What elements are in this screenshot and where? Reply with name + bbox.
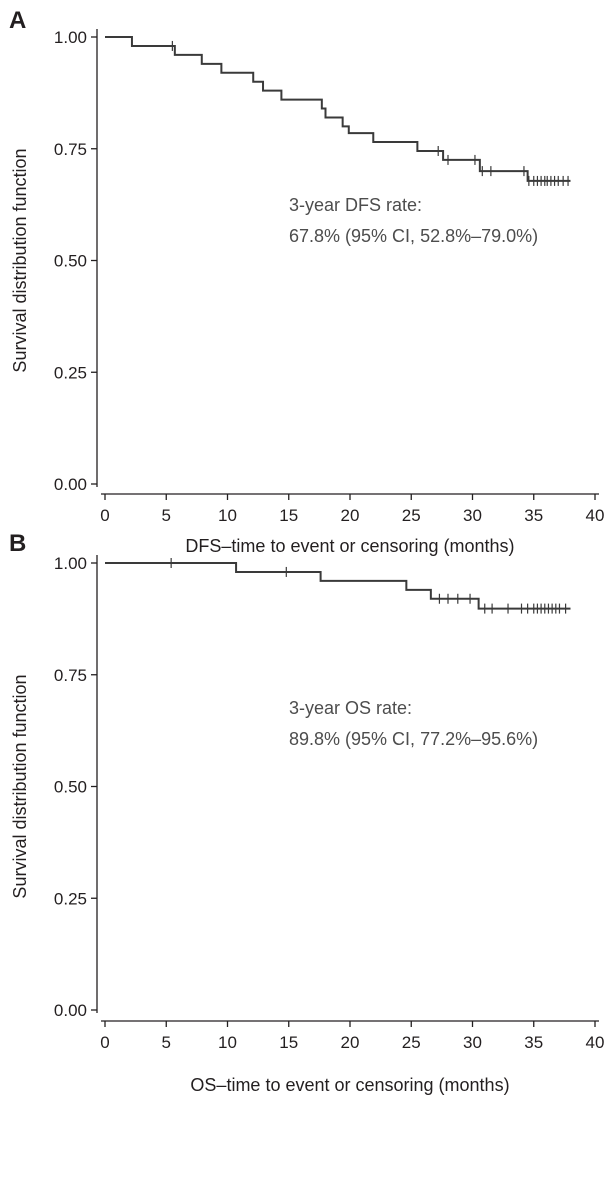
x-tick-label: 5 (162, 506, 171, 525)
y-tick-label: 1.00 (54, 554, 87, 573)
y-tick-label: 0.25 (54, 889, 87, 908)
annotation-title: 3-year DFS rate: (289, 195, 422, 215)
y-tick-label: 0.75 (54, 140, 87, 159)
x-tick-label: 40 (586, 506, 605, 525)
panel-letter: B (9, 530, 26, 557)
y-axis-title: Survival distribution function (10, 148, 30, 372)
x-tick-label: 5 (162, 1033, 171, 1052)
annotation-title: 3-year OS rate: (289, 698, 412, 718)
x-tick-label: 15 (279, 506, 298, 525)
x-tick-label: 30 (463, 506, 482, 525)
annotation-value: 67.8% (95% CI, 52.8%–79.0%) (289, 226, 538, 246)
x-tick-label: 15 (279, 1033, 298, 1052)
y-tick-label: 0.50 (54, 778, 87, 797)
x-tick-label: 20 (341, 1033, 360, 1052)
x-tick-label: 0 (100, 1033, 109, 1052)
y-tick-label: 0.00 (54, 475, 87, 494)
panel-letter: A (9, 7, 26, 34)
annotation-value: 89.8% (95% CI, 77.2%–95.6%) (289, 729, 538, 749)
y-tick-label: 0.75 (54, 666, 87, 685)
x-tick-label: 35 (524, 506, 543, 525)
x-tick-label: 25 (402, 506, 421, 525)
x-tick-label: 10 (218, 1033, 237, 1052)
x-tick-label: 10 (218, 506, 237, 525)
panel-a: A 0.00 0.25 0.50 0.75 1.00 0 5 10 15 20 25 30 35 40 DFS… (9, 7, 604, 556)
x-tick-label: 40 (586, 1033, 605, 1052)
x-tick-label: 25 (402, 1033, 421, 1052)
survival-curve (105, 562, 571, 610)
x-axis-title: OS–time to event or censoring (months) (190, 1075, 509, 1095)
x-axis-title: DFS–time to event or censoring (months) (185, 536, 514, 556)
y-tick-label: 1.00 (54, 28, 87, 47)
y-tick-label: 0.50 (54, 252, 87, 271)
y-tick-label: 0.25 (54, 363, 87, 382)
x-tick-label: 30 (463, 1033, 482, 1052)
survival-curve (105, 36, 571, 182)
y-tick-label: 0.00 (54, 1001, 87, 1020)
x-tick-label: 0 (100, 506, 109, 525)
x-tick-label: 35 (524, 1033, 543, 1052)
x-tick-label: 20 (341, 506, 360, 525)
y-axis-title: Survival distribution function (10, 674, 30, 898)
panel-b: B 0.00 0.25 0.50 0.75 1.00 0 5 10 15 20 25 30 35 40 OS–… (9, 530, 604, 1095)
